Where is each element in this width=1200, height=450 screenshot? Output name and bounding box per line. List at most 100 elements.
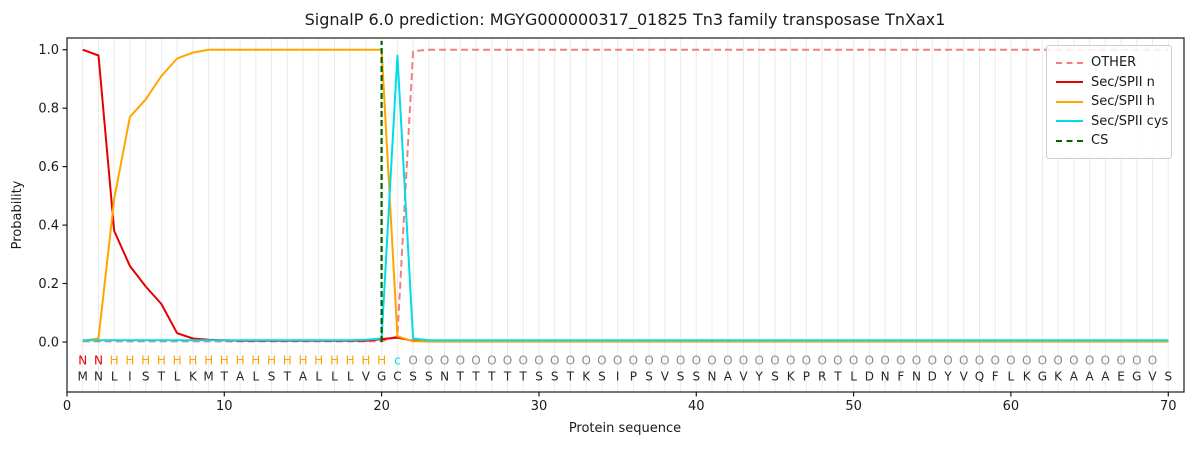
region-label: O [471,354,480,368]
y-tick-label: 0.0 [38,336,59,351]
residue-letter: A [1070,370,1079,384]
residue-letter: T [566,370,575,384]
y-tick-label: 0.4 [38,219,59,234]
region-label: O [880,354,889,368]
region-label: H [236,354,245,368]
region-label: O [1085,354,1094,368]
residue-letter: N [440,370,449,384]
residue-letter: M [203,370,213,384]
region-label: O [770,354,779,368]
residue-letter: P [630,370,637,384]
region-label: O [739,354,748,368]
region-label: O [692,354,701,368]
residue-letter: N [881,370,890,384]
legend-line-sample [1056,81,1083,84]
region-label: O [629,354,638,368]
y-tick-label: 1.0 [38,43,59,58]
residue-letter: G [1132,370,1141,384]
region-label: O [1038,354,1047,368]
residue-letter: V [661,370,670,384]
residue-letter: T [487,370,496,384]
legend-item-label: OTHER [1091,55,1137,70]
legend-item-label: Sec/SPII cys [1091,113,1169,129]
region-label: O [456,354,465,368]
legend-item-label: Sec/SPII n [1091,74,1155,90]
residue-letter: D [865,370,874,384]
region-label: O [786,354,795,368]
x-tick-label: 40 [688,399,705,414]
residue-letter: V [1148,370,1157,384]
residue-letter: S [692,370,700,384]
region-label: O [707,354,716,368]
y-tick-label: 0.6 [38,160,59,175]
x-tick-label: 10 [216,399,233,414]
region-label: O [566,354,575,368]
legend-line-sample [1056,61,1083,64]
region-label: H [361,354,370,368]
series-lines [82,48,1169,343]
region-label: O [833,354,842,368]
y-axis-label: Probability [10,180,25,249]
residue-letter: S [142,370,150,384]
region-label: O [1116,354,1125,368]
legend-item-other: OTHER [1056,53,1162,73]
region-label: O [943,354,952,368]
residue-letter: E [1117,370,1125,384]
residue-letter: L [252,370,259,384]
y-axis: 0.0 0.2 0.4 0.6 0.8 1.0 [38,43,67,351]
region-label: O [1022,354,1031,368]
plot-title: SignalP 6.0 prediction: MGYG000000317_01… [305,10,946,30]
legend-item-label: CS [1091,133,1109,148]
region-label: N [94,354,103,368]
region-label: H [346,354,355,368]
region-label: O [817,354,826,368]
region-label: H [314,354,323,368]
residue-letter: A [299,370,308,384]
residue-letter: M [78,370,88,384]
region-label: O [723,354,732,368]
residue-letter: V [362,370,371,384]
region-label: O [849,354,858,368]
region-label: H [188,354,197,368]
residue-letter: I [616,370,620,384]
legend-item-cs: CS [1056,131,1162,151]
region-label: O [990,354,999,368]
residue-letter: Y [943,370,952,384]
region-label: H [283,354,292,368]
residue-letter: T [833,370,842,384]
residue-letter: S [425,370,433,384]
y-tick-label: 0.8 [38,102,59,117]
residue-letter: S [645,370,653,384]
residue-letter: K [189,370,198,384]
region-label: O [1006,354,1015,368]
region-label: O [550,354,559,368]
x-axis: 0 10 20 30 40 50 60 70 [63,392,1177,414]
region-label: O [1132,354,1141,368]
series-line-sec-spii-n [82,48,1169,343]
region-label: O [1053,354,1062,368]
x-tick-label: 20 [373,399,390,414]
region-label: H [267,354,276,368]
residue-letter: N [94,370,103,384]
region-label: O [975,354,984,368]
residue-letter: D [928,370,937,384]
residue-letter: T [503,370,512,384]
region-label: H [110,354,119,368]
y-tick-label: 0.2 [38,277,59,292]
residue-letter: L [347,370,354,384]
residue-letter: V [739,370,748,384]
region-label: O [865,354,874,368]
residue-letter: A [1085,370,1094,384]
region-label: O [518,354,527,368]
x-axis-label: Protein sequence [569,421,681,436]
region-label: O [802,354,811,368]
residue-letter: S [535,370,543,384]
region-label: H [173,354,182,368]
legend-item-sec-spii-h: Sec/SPII h [1056,92,1162,112]
series-line-sec-spii-h [82,48,1169,343]
residue-letter: K [1054,370,1063,384]
residue-letter: A [1101,370,1110,384]
legend-item-label: Sec/SPII h [1091,94,1155,109]
